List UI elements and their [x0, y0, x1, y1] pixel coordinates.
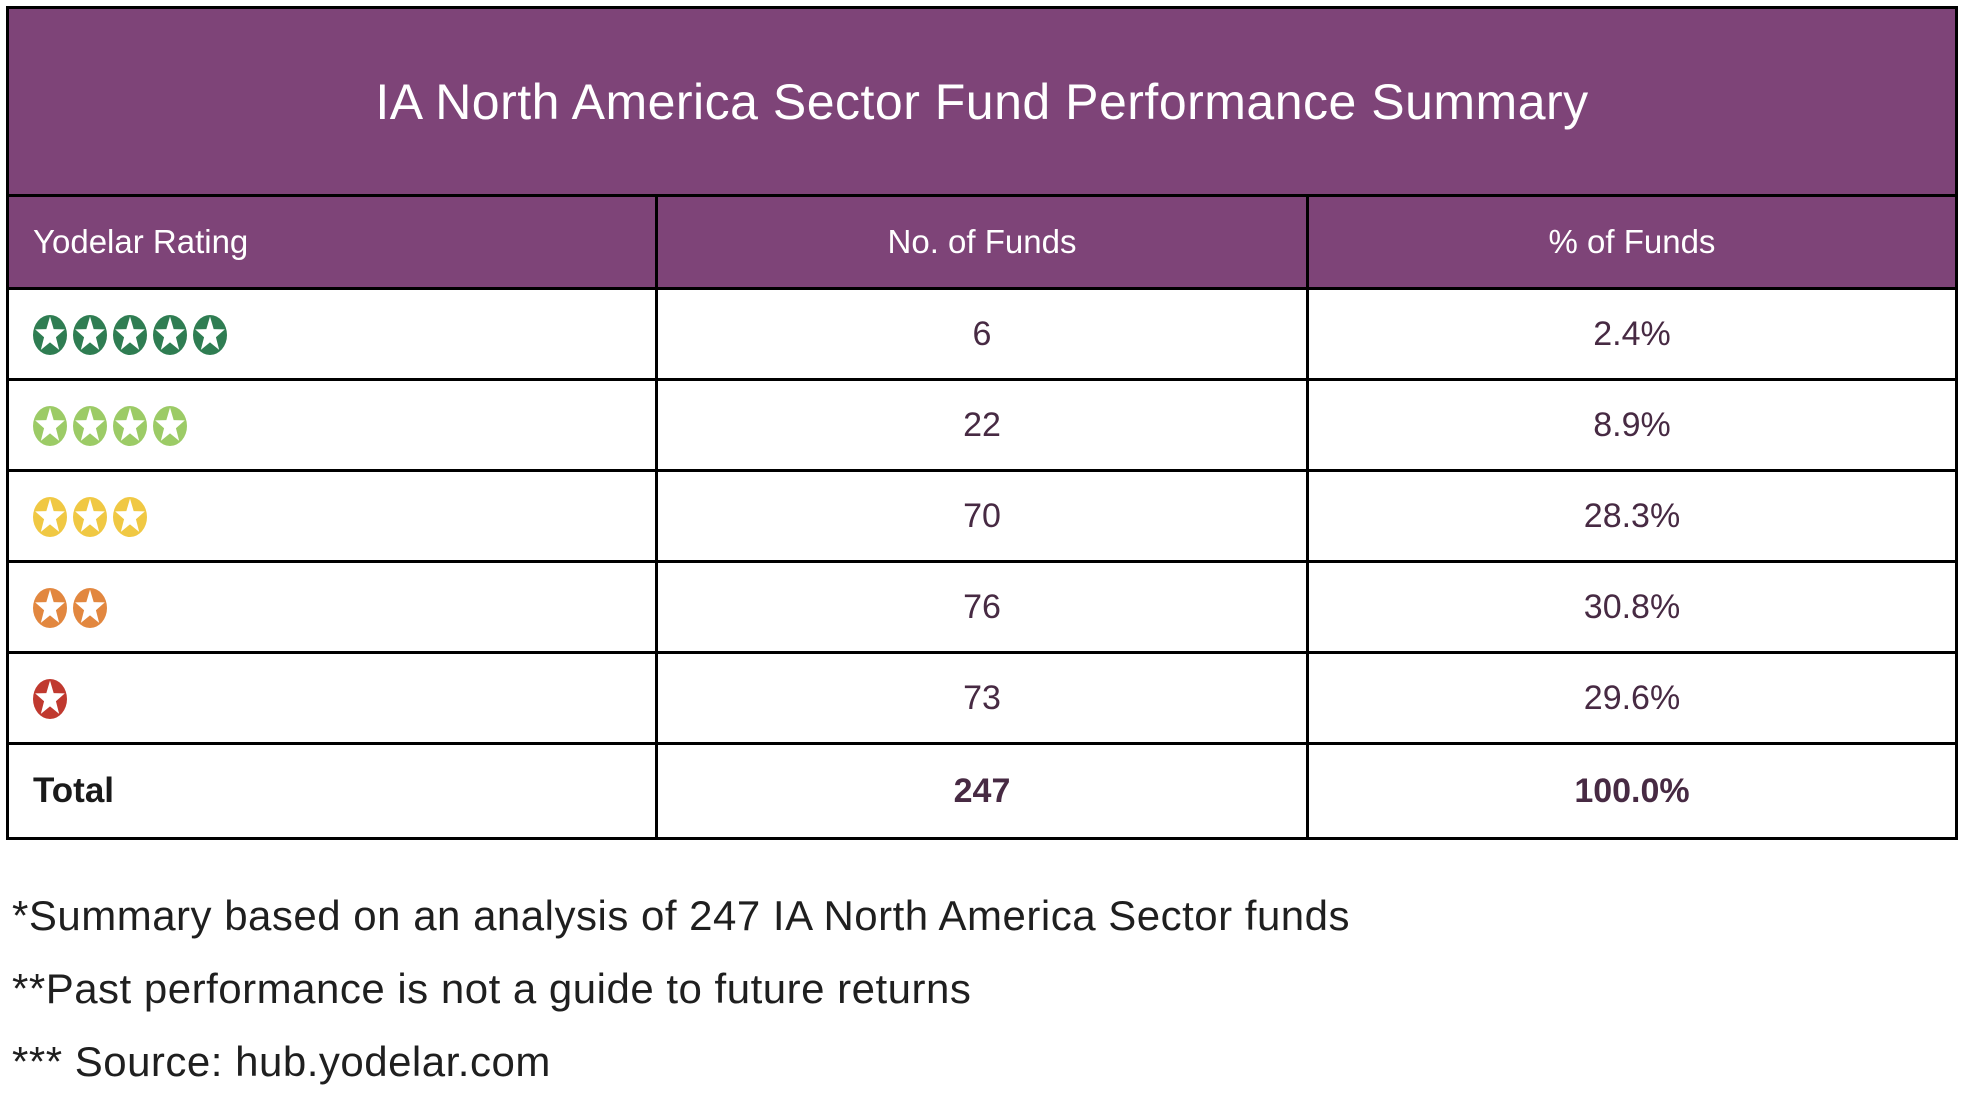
- funds-count-cell: 76: [655, 560, 1309, 654]
- star-icon: [73, 496, 107, 537]
- table-row: 73 29.6%: [5, 651, 1959, 745]
- table-row: 76 30.8%: [5, 560, 1959, 654]
- table-row: 6 2.4%: [5, 287, 1959, 381]
- star-icon: [33, 496, 67, 537]
- funds-count-cell: 22: [655, 378, 1309, 472]
- star-icon: [73, 314, 107, 355]
- rating-rows: 6 2.4% 22 8.9% 70 28.3% 76 30.8% 73 29.6…: [5, 287, 1959, 745]
- footnote-analysis: *Summary based on an analysis of 247 IA …: [12, 892, 1351, 939]
- total-row: Total 247 100.0%: [5, 742, 1959, 840]
- funds-count-cell: 73: [655, 651, 1309, 745]
- funds-pct-cell: 8.9%: [1305, 378, 1959, 472]
- star-icon: [113, 314, 147, 355]
- star-icon: [33, 405, 67, 446]
- star-icon: [113, 405, 147, 446]
- table-title: IA North America Sector Fund Performance…: [6, 6, 1958, 197]
- funds-pct-cell: 29.6%: [1305, 651, 1959, 745]
- funds-pct-cell: 2.4%: [1305, 287, 1959, 381]
- column-header-yodelar-rating: Yodelar Rating: [5, 194, 659, 290]
- rating-stars-cell: [5, 287, 659, 381]
- table-header-row: Yodelar Rating No. of Funds % of Funds: [5, 194, 1959, 290]
- rating-stars-cell: [5, 469, 659, 563]
- footnotes: *Summary based on an analysis of 247 IA …: [12, 892, 1952, 1100]
- star-icon: [73, 405, 107, 446]
- star-icon: [73, 587, 107, 628]
- footnote-past-performance: **Past performance is not a guide to fut…: [12, 965, 972, 1012]
- rating-stars-cell: [5, 378, 659, 472]
- star-icon: [33, 314, 67, 355]
- star-icon: [33, 587, 67, 628]
- star-icon: [193, 314, 227, 355]
- fund-performance-table: IA North America Sector Fund Performance…: [5, 6, 1959, 840]
- star-icon: [33, 678, 67, 719]
- star-icon: [153, 314, 187, 355]
- table-row: 70 28.3%: [5, 469, 1959, 563]
- total-funds-value: 247: [655, 742, 1309, 840]
- funds-count-cell: 70: [655, 469, 1309, 563]
- column-header-no-of-funds: No. of Funds: [655, 194, 1309, 290]
- total-pct-value: 100.0%: [1305, 742, 1959, 840]
- rating-stars-cell: [5, 651, 659, 745]
- rating-stars-cell: [5, 560, 659, 654]
- footnote-source: *** Source: hub.yodelar.com: [12, 1038, 551, 1085]
- total-label: Total: [5, 742, 659, 840]
- star-icon: [153, 405, 187, 446]
- column-header-pct-of-funds: % of Funds: [1305, 194, 1959, 290]
- funds-pct-cell: 30.8%: [1305, 560, 1959, 654]
- table-title-row: IA North America Sector Fund Performance…: [6, 6, 1958, 197]
- star-icon: [113, 496, 147, 537]
- table-row: 22 8.9%: [5, 378, 1959, 472]
- funds-count-cell: 6: [655, 287, 1309, 381]
- funds-pct-cell: 28.3%: [1305, 469, 1959, 563]
